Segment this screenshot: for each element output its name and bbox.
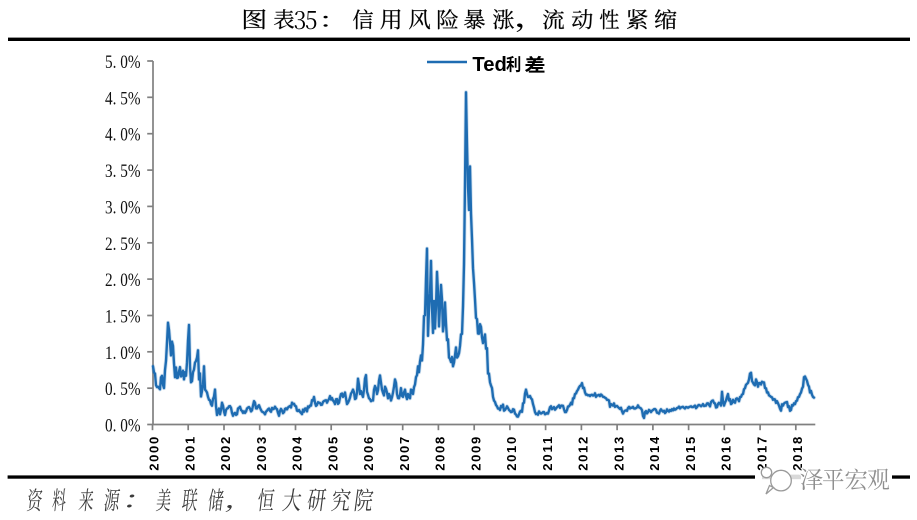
svg-text:2003: 2003 [254, 437, 269, 471]
svg-text:2014: 2014 [647, 436, 662, 471]
svg-text:2012: 2012 [576, 437, 591, 471]
svg-text:2. 5%: 2. 5% [105, 235, 141, 255]
svg-text:Ted: Ted [472, 54, 506, 76]
svg-text:2. 0%: 2. 0% [105, 271, 141, 291]
svg-text:1. 0%: 1. 0% [105, 344, 141, 364]
svg-text:1. 5%: 1. 5% [105, 308, 141, 328]
svg-text:2002: 2002 [218, 437, 233, 471]
svg-text:0. 5%: 0. 5% [105, 380, 141, 400]
svg-text:2001: 2001 [182, 437, 197, 471]
svg-text:2017: 2017 [754, 437, 769, 471]
svg-text:2009: 2009 [468, 437, 483, 471]
svg-text:2004: 2004 [290, 436, 305, 471]
svg-text:3. 5%: 3. 5% [105, 162, 141, 182]
svg-text:0. 0%: 0. 0% [105, 417, 141, 437]
svg-text:2006: 2006 [361, 437, 376, 471]
svg-text:2005: 2005 [325, 437, 340, 471]
svg-text:4. 0%: 4. 0% [105, 126, 141, 146]
svg-text:2018: 2018 [790, 437, 805, 471]
svg-text:2000: 2000 [147, 437, 162, 471]
svg-text:4. 5%: 4. 5% [105, 89, 141, 109]
svg-text:5. 0%: 5. 0% [105, 53, 141, 73]
svg-text:2008: 2008 [433, 437, 448, 471]
svg-text:2015: 2015 [683, 437, 698, 471]
svg-text:2010: 2010 [504, 437, 519, 471]
svg-text:2007: 2007 [397, 437, 412, 471]
svg-text:3. 0%: 3. 0% [105, 198, 141, 218]
svg-text:2013: 2013 [611, 437, 626, 471]
svg-text:2016: 2016 [719, 437, 734, 471]
